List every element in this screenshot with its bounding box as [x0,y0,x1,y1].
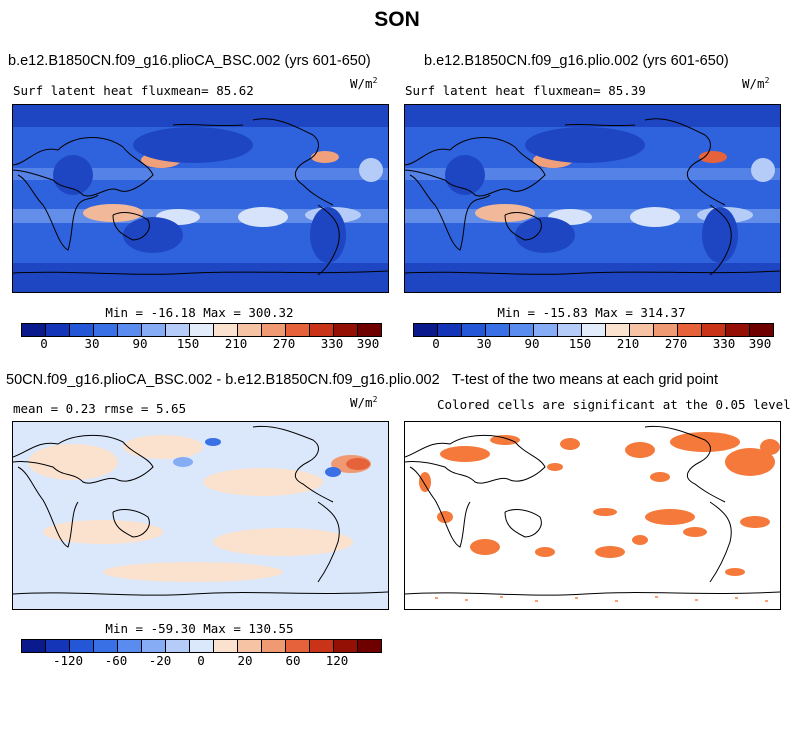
colorbar-tr-tick: 210 [616,336,640,351]
latent-heat-map-tr [405,105,780,292]
colorbar-tl [21,323,382,337]
panel-tr-map [404,104,781,293]
figure-title: SON [374,8,420,31]
panel-br-map [404,421,781,610]
panel-tr-units: W/m2 [742,76,770,92]
panel-tl-map [12,104,389,293]
colorbar-tr-tick: 30 [476,336,492,351]
panel-tr-title: b.e12.B1850CN.f09_g16.plio.002 (yrs 601-… [424,53,729,69]
difference-map-bl [13,422,388,609]
colorbar-tr [413,323,774,337]
colorbar-tr-tick: 270 [664,336,688,351]
panel-bl-subtitle: mean = 0.23 rmse = 5.65 [13,401,187,416]
colorbar-tl-tick: 0 [40,336,48,351]
colorbar-bl [21,639,382,653]
colorbar-tl-tick: 330 [320,336,344,351]
panel-br-subtitle: Colored cells are significant at the 0.0… [437,397,791,412]
panel-bl-map [12,421,389,610]
colorbar-tl-tick: 270 [272,336,296,351]
panel-bl-stats: Min = -59.30 Max = 130.55 [105,621,294,636]
panel-tl-title: b.e12.B1850CN.f09_g16.plioCA_BSC.002 (yr… [8,53,371,69]
colorbar-bl-tick: 120 [325,653,349,668]
panel-br-title: T-test of the two means at each grid poi… [452,372,718,388]
colorbar-bl-tick: -20 [148,653,172,668]
colorbar-tr-tick: 0 [432,336,440,351]
significance-map-br [405,422,780,609]
panel-bl-units: W/m2 [350,395,378,411]
panel-bl-title: 50CN.f09_g16.plioCA_BSC.002 - b.e12.B185… [6,372,440,388]
colorbar-bl-tick: -120 [52,653,84,668]
panel-tr-stats: Min = -15.83 Max = 314.37 [497,305,686,320]
latent-heat-map-tl [13,105,388,292]
colorbar-tl-tick: 90 [132,336,148,351]
colorbar-tl-tick: 30 [84,336,100,351]
colorbar-tr-tick: 150 [568,336,592,351]
panel-tl-units: W/m2 [350,76,378,92]
colorbar-bl-tick: 20 [237,653,253,668]
colorbar-tl-tick: 150 [176,336,200,351]
colorbar-tr-tick: 330 [712,336,736,351]
panel-tr-subtitle: Surf latent heat fluxmean= 85.39 [405,83,646,98]
panel-tl-subtitle: Surf latent heat fluxmean= 85.62 [13,83,254,98]
panel-tl-stats: Min = -16.18 Max = 300.32 [105,305,294,320]
colorbar-tl-tick: 390 [356,336,380,351]
colorbar-tr-tick: 390 [748,336,772,351]
colorbar-bl-tick: -60 [104,653,128,668]
colorbar-tr-tick: 90 [524,336,540,351]
colorbar-tl-tick: 210 [224,336,248,351]
colorbar-bl-tick: 0 [197,653,205,668]
colorbar-bl-tick: 60 [285,653,301,668]
